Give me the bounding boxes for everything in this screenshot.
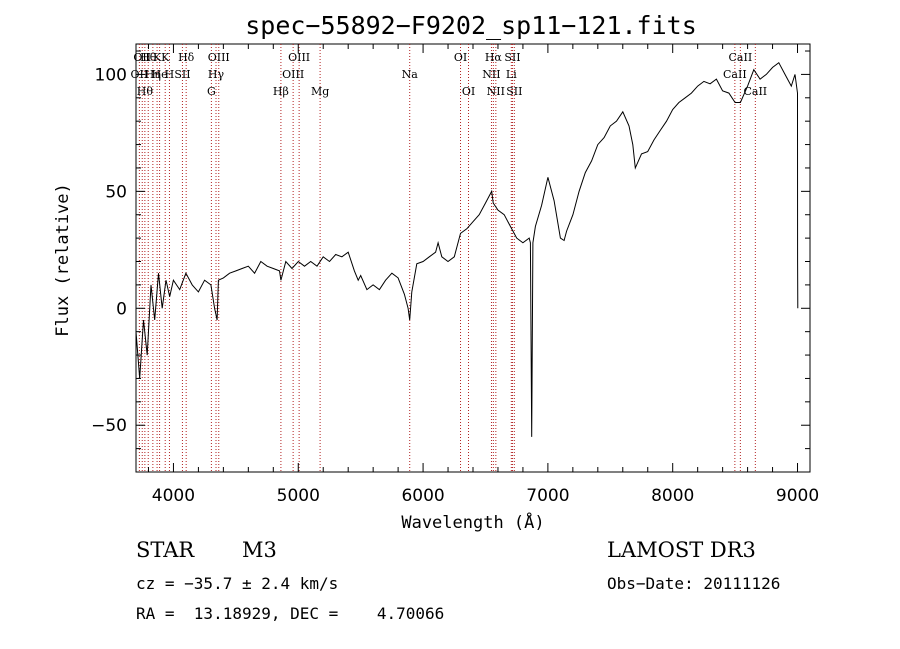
y-tick-label: 100 [95,65,127,85]
y-tick-label: −50 [91,416,127,436]
line-label: He [152,68,168,81]
line-label: NII [482,68,500,81]
line-label: Na [402,68,419,81]
x-tick-label: 4000 [152,486,195,506]
plot-frame [135,43,811,473]
line-label: K [153,51,162,64]
line-label: SII [174,68,190,81]
y-tick-label: 50 [105,182,127,202]
line-label: Hγ [208,68,225,81]
line-label: Li [506,68,517,81]
x-tick-label: 5000 [277,486,320,506]
line-label: OIII [282,68,304,81]
y-axis-label: Flux (relative) [53,183,73,337]
line-label: OIII [288,51,310,64]
x-tick-label: 8000 [651,486,694,506]
line-label: Hη [145,68,161,81]
line-label: G [207,85,216,98]
line-label: SII [504,51,520,64]
y-tick-label: 0 [116,299,127,319]
line-label: NII [487,85,505,98]
redshift-velocity: cz = −35.7 ± 2.4 km/s [136,574,339,593]
line-label: Hδ [178,51,195,64]
line-label: Hθ [137,85,154,98]
line-label: OIII [208,51,230,64]
line-label: OII [133,51,151,64]
line-label: CaII [723,68,747,81]
line-label: Hθ [140,51,157,64]
line-label: CaII [743,85,767,98]
line-label: Hα [485,51,503,64]
object-subclass: M3 [242,538,277,562]
y-axis-ticks: −50 0 50 100 [91,50,810,450]
line-label: Mg [311,85,329,98]
line-label: K [161,51,170,64]
line-label: SII [506,85,522,98]
x-axis-ticks: 4000 5000 6000 7000 8000 9000 [147,44,819,506]
line-label: OI [454,51,467,64]
x-tick-label: 6000 [401,486,444,506]
object-type: STAR [136,538,195,562]
line-label: OI [462,85,475,98]
chart-title: spec−55892−F9202_sp11−121.fits [245,11,697,40]
line-label: Hβ [273,85,289,98]
spectral-line-markers [138,44,756,472]
x-tick-label: 7000 [526,486,569,506]
x-tick-label: 9000 [776,486,819,506]
observation-date: Obs−Date: 20111126 [607,574,781,593]
line-label: CaII [729,51,753,64]
coordinates: RA = 13.18929, DEC = 4.70066 [136,604,445,623]
survey-name: LAMOST DR3 [607,538,756,562]
line-label: H [165,68,175,81]
spectrum-line [135,61,799,437]
x-axis-label: Wavelength (Å) [401,511,544,533]
